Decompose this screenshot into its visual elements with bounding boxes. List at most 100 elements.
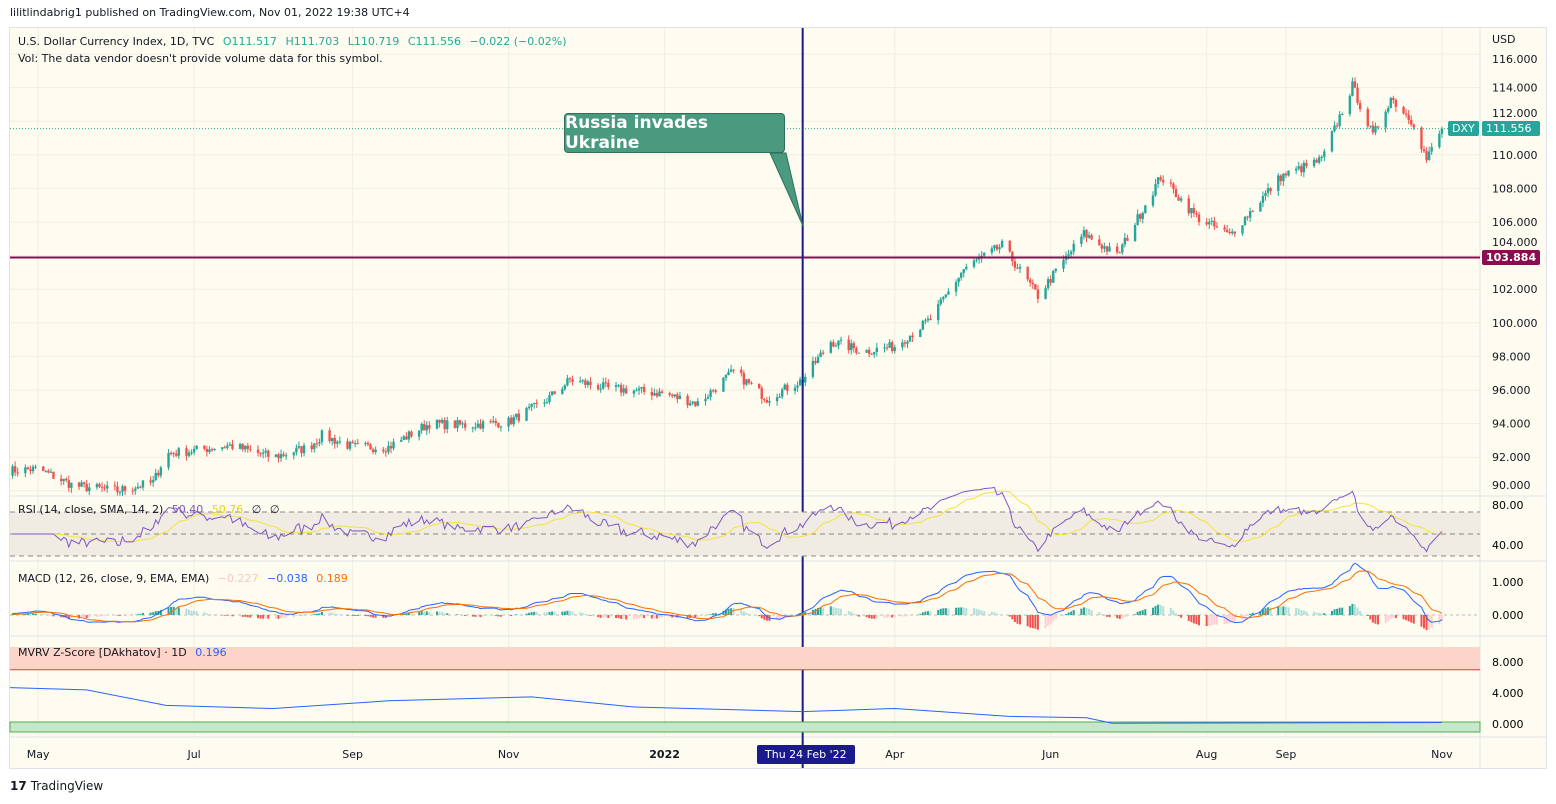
candle-body bbox=[686, 395, 689, 406]
candle-body bbox=[960, 272, 963, 278]
macd-histogram-bar bbox=[83, 615, 86, 618]
macd-histogram-bar bbox=[292, 615, 295, 618]
candle-body bbox=[1210, 220, 1213, 222]
candle-body bbox=[208, 449, 211, 453]
macd-histogram-bar bbox=[865, 615, 868, 618]
candle-body bbox=[921, 320, 925, 330]
candle-body bbox=[814, 360, 817, 364]
candle-body bbox=[804, 376, 807, 383]
macd-histogram-bar bbox=[1259, 611, 1262, 615]
macd-histogram-bar bbox=[1410, 615, 1413, 623]
rsi-title: RSI (14, close, SMA, 14, 2) bbox=[18, 503, 164, 516]
macd-histogram-bar bbox=[1154, 605, 1157, 615]
macd-histogram-bar bbox=[533, 611, 536, 615]
candle-body bbox=[1100, 244, 1104, 249]
candle-body bbox=[428, 425, 431, 429]
macd-histogram-bar bbox=[497, 615, 500, 617]
candle-body bbox=[873, 351, 876, 355]
candle-body bbox=[185, 448, 188, 456]
macd-histogram-bar bbox=[1287, 607, 1290, 615]
candle-body bbox=[241, 444, 244, 450]
symbol-title[interactable]: U.S. Dollar Currency Index, 1D, TVC bbox=[18, 35, 215, 48]
macd-histogram-bar bbox=[1338, 607, 1341, 615]
candle-body bbox=[581, 380, 584, 382]
candle-body bbox=[640, 386, 643, 389]
candle-body bbox=[783, 384, 786, 390]
macd-histogram-bar bbox=[942, 608, 945, 615]
macd-histogram-bar bbox=[1295, 607, 1298, 615]
macd-histogram-bar bbox=[602, 615, 605, 618]
macd-histogram-bar bbox=[349, 615, 352, 616]
macd-histogram-bar bbox=[346, 615, 349, 616]
time-label: Apr bbox=[885, 748, 905, 761]
candle-body bbox=[1330, 131, 1334, 152]
macd-histogram-bar bbox=[1402, 615, 1405, 620]
candle-body bbox=[919, 329, 922, 337]
candle-body bbox=[49, 471, 53, 473]
candle-body bbox=[1016, 267, 1019, 269]
candle-body bbox=[1312, 159, 1316, 167]
candle-body bbox=[867, 349, 871, 354]
candle-body bbox=[1031, 282, 1034, 285]
candle-body bbox=[602, 382, 605, 389]
macd-histogram-bar bbox=[116, 615, 119, 616]
candle-body bbox=[1172, 183, 1175, 190]
macd-histogram-bar bbox=[159, 610, 162, 615]
macd-histogram-bar bbox=[1174, 613, 1177, 615]
candle-body bbox=[1425, 151, 1428, 161]
macd-histogram-bar bbox=[620, 615, 623, 619]
rsi-legend[interactable]: RSI (14, close, SMA, 14, 2) 50.40 50.76 … bbox=[18, 503, 284, 516]
candle-body bbox=[975, 259, 978, 261]
rsi-na-1: ∅ bbox=[251, 503, 262, 516]
macd-tick: 1.000 bbox=[1492, 576, 1524, 589]
mvrv-legend[interactable]: MVRV Z-Score [DAkhatov] · 1D 0.196 bbox=[18, 646, 232, 659]
macd-histogram-bar bbox=[274, 615, 277, 619]
macd-histogram-bar bbox=[26, 613, 29, 615]
candle-body bbox=[458, 420, 462, 425]
tradingview-logo[interactable]: 17 TradingView bbox=[10, 779, 103, 793]
candle-body bbox=[1162, 179, 1165, 183]
macd-signal-line bbox=[12, 570, 1443, 623]
macd-histogram-bar bbox=[551, 611, 554, 615]
candle-body bbox=[1008, 240, 1011, 252]
candle-body bbox=[1126, 237, 1129, 241]
candle-body bbox=[596, 385, 600, 390]
candle-body bbox=[284, 455, 288, 457]
macd-histogram-bar bbox=[1405, 615, 1408, 621]
macd-histogram-bar bbox=[1323, 613, 1326, 615]
macd-histogram-bar bbox=[170, 606, 173, 615]
candle-body bbox=[244, 445, 247, 450]
macd-histogram-bar bbox=[208, 614, 211, 615]
macd-histogram-bar bbox=[1359, 611, 1362, 615]
candle-body bbox=[1259, 202, 1262, 212]
macd-legend[interactable]: MACD (12, 26, close, 9, EMA, EMA) −0.227… bbox=[18, 572, 353, 585]
macd-histogram-bar bbox=[1330, 610, 1333, 615]
annotation-callout[interactable]: Russia invades Ukraine bbox=[564, 113, 785, 153]
candle-body bbox=[1154, 183, 1157, 196]
price-tick: 90.000 bbox=[1492, 479, 1531, 492]
callout-pointer bbox=[769, 152, 804, 227]
macd-histogram-bar bbox=[277, 615, 280, 619]
candle-body bbox=[832, 342, 835, 347]
rsi-line bbox=[12, 486, 1443, 553]
price-tick: 102.000 bbox=[1492, 283, 1538, 296]
candle-body bbox=[758, 383, 761, 389]
candle-body bbox=[389, 445, 393, 449]
candle-body bbox=[847, 339, 850, 351]
candle-body bbox=[246, 445, 250, 449]
candle-body bbox=[121, 486, 124, 492]
crosshair-date-label: Thu 24 Feb '22 bbox=[757, 745, 855, 764]
macd-histogram-bar bbox=[1198, 615, 1201, 626]
macd-histogram-bar bbox=[1008, 615, 1011, 617]
candle-body bbox=[525, 407, 528, 421]
macd-histogram-bar bbox=[625, 615, 628, 620]
candle-body bbox=[972, 260, 976, 267]
candle-body bbox=[1121, 244, 1124, 253]
mvrv-tick: 4.000 bbox=[1492, 687, 1524, 700]
candle-body bbox=[1376, 126, 1380, 128]
macd-histogram-bar bbox=[742, 611, 745, 615]
candle-body bbox=[453, 420, 457, 428]
candle-body bbox=[59, 478, 63, 482]
candle-body bbox=[778, 396, 781, 398]
